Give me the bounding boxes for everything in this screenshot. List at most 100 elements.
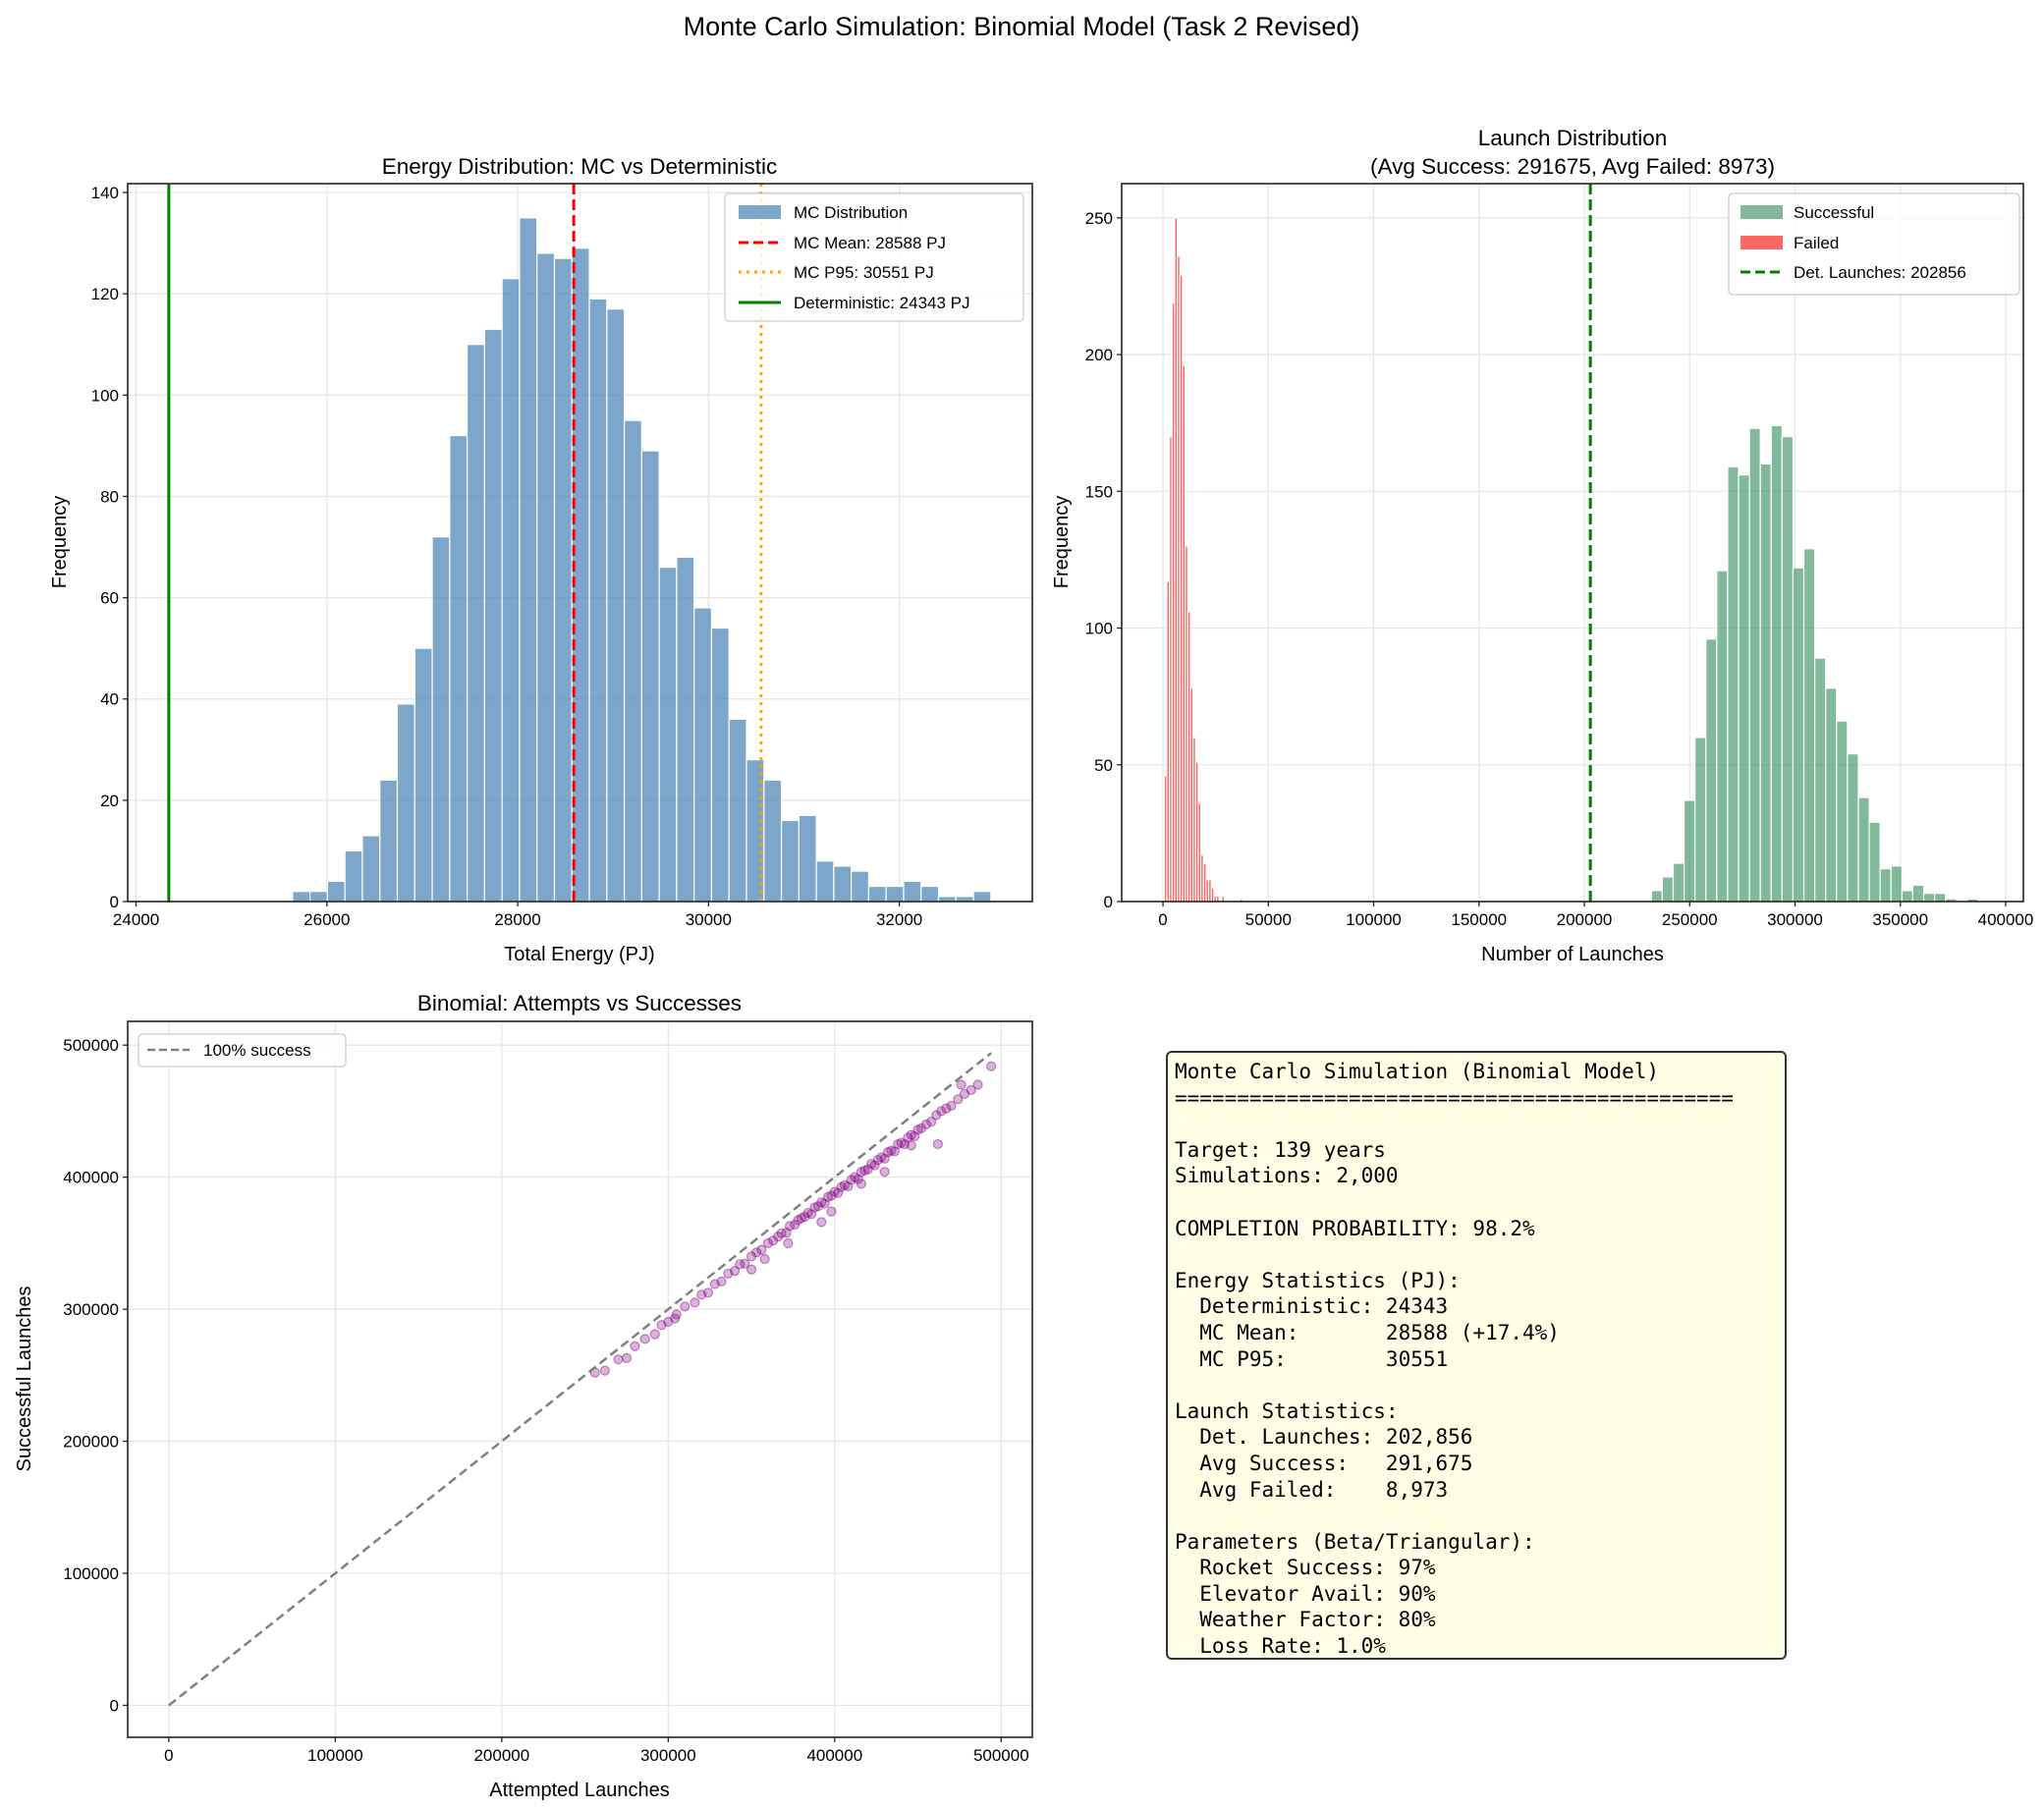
summary-line: Target: 139 years xyxy=(1175,1137,1386,1162)
histogram-bar-successful xyxy=(1857,796,1870,902)
scatter-point xyxy=(730,1266,741,1277)
legend-frame xyxy=(138,1033,347,1068)
legend-label-failed: Failed xyxy=(1794,234,1839,252)
scatter-point xyxy=(846,1175,856,1185)
scatter-point xyxy=(783,1237,794,1248)
x-tick-label: 200000 xyxy=(473,1746,529,1765)
y-tick-label: 0 xyxy=(110,1696,119,1715)
attempts-scatter-plot: 0 100000 200000 300000 400000 500000 0 100000 20… xyxy=(63,1020,1033,1765)
simulation-summary-box: Monte Carlo Simulation (Binomial Model) =… xyxy=(1166,1051,1787,1660)
scatter-point xyxy=(762,1237,774,1248)
x-tick-label: 30000 xyxy=(686,910,732,929)
legend-swatch-successful xyxy=(1740,205,1783,219)
y-tick-label: 0 xyxy=(110,893,119,911)
histogram-bar xyxy=(885,885,905,902)
legend-frame xyxy=(724,192,1024,322)
histogram-bar xyxy=(519,217,538,902)
histogram-bar-successful xyxy=(1694,737,1707,902)
histogram-bar-successful xyxy=(1922,893,1936,902)
histogram-bar xyxy=(449,434,469,902)
scatter-point xyxy=(680,1301,691,1312)
scatter-point xyxy=(670,1313,681,1324)
scatter-point xyxy=(899,1138,911,1150)
scatter-point xyxy=(716,1276,727,1287)
scatter-point xyxy=(946,1100,957,1112)
legend-label-mc-mean: MC Mean: 28588 PJ xyxy=(794,234,946,252)
scatter-point xyxy=(959,1088,970,1100)
scatter-point xyxy=(833,1187,844,1198)
scatter-point xyxy=(912,1124,923,1135)
histogram-bar xyxy=(658,567,678,902)
histogram-bar-successful xyxy=(1890,865,1903,902)
histogram-bar xyxy=(536,252,556,902)
x-tick-label: 500000 xyxy=(973,1746,1029,1765)
histogram-bar-successful xyxy=(1836,720,1849,902)
y-tick-label: 120 xyxy=(91,285,119,303)
energy-histogram-plot: 24000 26000 28000 30000 32000 0 20 40 60 80 100 120… xyxy=(91,183,1033,929)
scatter-point xyxy=(915,1123,927,1134)
launch-histogram-plot: 0 50000 100000 150000 200000 250000 300000 3500… xyxy=(1085,183,2033,929)
scatter-point xyxy=(893,1138,904,1150)
scatter-point xyxy=(829,1186,840,1197)
y-tick-label: 140 xyxy=(91,184,119,202)
scatter-point xyxy=(768,1235,779,1246)
scatter-point xyxy=(746,1264,757,1275)
histogram-bar-successful xyxy=(1738,473,1750,902)
legend-label-mc-distribution: MC Distribution xyxy=(794,203,908,222)
scatter-point xyxy=(876,1152,887,1163)
scatter-point xyxy=(972,1079,983,1090)
histogram-bar-successful xyxy=(1727,466,1740,902)
scatter-point xyxy=(826,1190,837,1201)
launch-ylabel: Frequency xyxy=(1051,496,1073,589)
x-tick-label: 28000 xyxy=(494,910,540,929)
launch-chart-title: Launch Distribution xyxy=(1478,126,1668,150)
summary-line: Simulations: 2,000 xyxy=(1175,1164,1399,1188)
scatter-point xyxy=(906,1140,916,1151)
y-tick-label: 20 xyxy=(100,792,119,810)
reference-line-100-success xyxy=(168,1052,992,1707)
scatter-point xyxy=(839,1179,851,1190)
scatter-point xyxy=(816,1217,827,1228)
scatter-point xyxy=(723,1268,734,1279)
histogram-bar-successful xyxy=(1879,867,1892,902)
x-tick-label: 200000 xyxy=(1557,910,1613,929)
summary-line: Rocket Success: 97% xyxy=(1175,1556,1436,1580)
scatter-point xyxy=(932,1138,944,1150)
histogram-bar xyxy=(623,419,642,902)
scatter-point xyxy=(663,1316,674,1327)
scatter-point xyxy=(796,1213,807,1224)
scatter-point xyxy=(926,1117,937,1127)
scatter-point xyxy=(822,1191,834,1202)
histogram-bar xyxy=(414,647,433,902)
scatter-point xyxy=(812,1201,823,1212)
x-tick-label: 100000 xyxy=(307,1746,363,1765)
scatter-legend: 100% success xyxy=(138,1033,347,1068)
histogram-bar xyxy=(780,819,800,902)
summary-line: Avg Success: 291,675 xyxy=(1175,1451,1473,1475)
histogram-bar xyxy=(815,860,835,902)
scatter-ylabel: Successful Launches xyxy=(14,1286,35,1471)
energy-xlabel: Total Energy (PJ) xyxy=(504,944,654,965)
histogram-bar xyxy=(379,779,399,902)
histogram-bar-successful xyxy=(1770,424,1783,902)
legend-swatch-mc-distribution xyxy=(739,205,781,219)
scatter-point xyxy=(896,1137,907,1148)
scatter-point xyxy=(872,1155,883,1166)
y-tick-label: 250 xyxy=(1085,209,1113,228)
summary-line: Deterministic: 24343 xyxy=(1175,1294,1449,1319)
histogram-bar xyxy=(833,865,853,902)
histogram-bar-successful xyxy=(1901,890,1914,902)
legend-swatch-failed xyxy=(1740,236,1783,249)
scatter-point xyxy=(759,1253,770,1265)
scatter-point xyxy=(869,1160,880,1171)
summary-line: Avg Failed: 8,973 xyxy=(1175,1477,1449,1502)
histogram-bar-successful xyxy=(1847,753,1859,902)
histogram-bar xyxy=(396,703,415,902)
x-tick-label: 400000 xyxy=(806,1746,862,1765)
x-tick-label: 300000 xyxy=(640,1746,696,1765)
scatter-point xyxy=(936,1106,947,1117)
y-tick-label: 50 xyxy=(1094,756,1113,775)
histogram-bar xyxy=(309,891,328,902)
legend-label-deterministic: Deterministic: 24343 PJ xyxy=(794,294,970,312)
scatter-point xyxy=(802,1207,813,1219)
